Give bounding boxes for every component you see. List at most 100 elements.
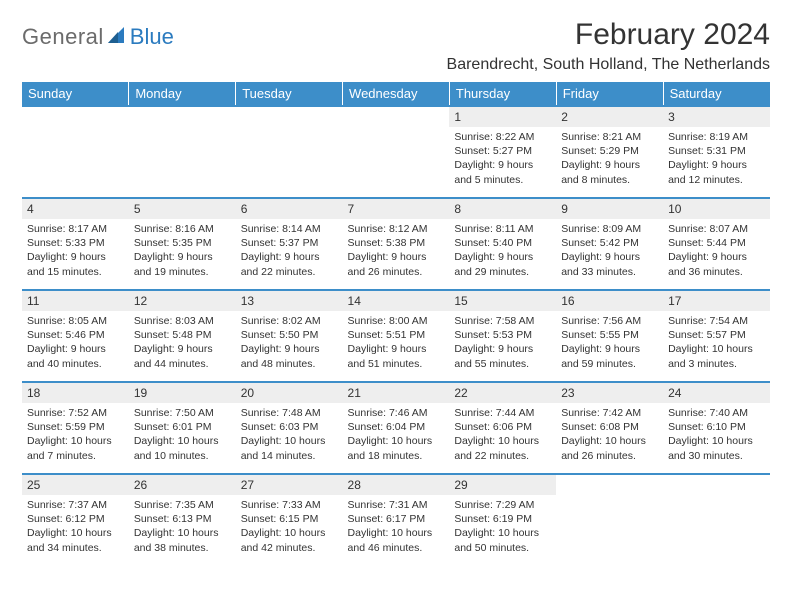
sunset-text: Sunset: 6:03 PM	[241, 420, 338, 434]
day-number: 18	[22, 383, 129, 403]
sunset-text: Sunset: 5:27 PM	[454, 144, 551, 158]
day-number: 12	[129, 291, 236, 311]
day-content: Sunrise: 7:54 AMSunset: 5:57 PMDaylight:…	[663, 311, 770, 376]
day-number: 13	[236, 291, 343, 311]
day-number: 28	[343, 475, 450, 495]
sunrise-text: Sunrise: 8:14 AM	[241, 222, 338, 236]
calendar-week-row: 1Sunrise: 8:22 AMSunset: 5:27 PMDaylight…	[22, 106, 770, 198]
day-number: 7	[343, 199, 450, 219]
day-number: 4	[22, 199, 129, 219]
day-content: Sunrise: 7:44 AMSunset: 6:06 PMDaylight:…	[449, 403, 556, 468]
calendar-day-cell: 21Sunrise: 7:46 AMSunset: 6:04 PMDayligh…	[343, 382, 450, 474]
calendar-day-cell: 20Sunrise: 7:48 AMSunset: 6:03 PMDayligh…	[236, 382, 343, 474]
sunset-text: Sunset: 5:55 PM	[561, 328, 658, 342]
daylight-text: Daylight: 10 hours and 14 minutes.	[241, 434, 338, 462]
day-content: Sunrise: 8:05 AMSunset: 5:46 PMDaylight:…	[22, 311, 129, 376]
sunrise-text: Sunrise: 7:31 AM	[348, 498, 445, 512]
daylight-text: Daylight: 9 hours and 8 minutes.	[561, 158, 658, 186]
sunset-text: Sunset: 6:10 PM	[668, 420, 765, 434]
calendar-day-cell: 16Sunrise: 7:56 AMSunset: 5:55 PMDayligh…	[556, 290, 663, 382]
calendar-day-cell: 24Sunrise: 7:40 AMSunset: 6:10 PMDayligh…	[663, 382, 770, 474]
day-content: Sunrise: 8:19 AMSunset: 5:31 PMDaylight:…	[663, 127, 770, 192]
calendar-day-cell: 13Sunrise: 8:02 AMSunset: 5:50 PMDayligh…	[236, 290, 343, 382]
calendar-empty-cell	[343, 106, 450, 198]
sunrise-text: Sunrise: 8:00 AM	[348, 314, 445, 328]
calendar-day-cell: 17Sunrise: 7:54 AMSunset: 5:57 PMDayligh…	[663, 290, 770, 382]
daylight-text: Daylight: 10 hours and 26 minutes.	[561, 434, 658, 462]
calendar-day-cell: 4Sunrise: 8:17 AMSunset: 5:33 PMDaylight…	[22, 198, 129, 290]
sunrise-text: Sunrise: 8:05 AM	[27, 314, 124, 328]
logo-word2: Blue	[130, 24, 174, 50]
day-content: Sunrise: 8:02 AMSunset: 5:50 PMDaylight:…	[236, 311, 343, 376]
day-number: 2	[556, 107, 663, 127]
calendar-body: 1Sunrise: 8:22 AMSunset: 5:27 PMDaylight…	[22, 106, 770, 566]
sunrise-text: Sunrise: 7:42 AM	[561, 406, 658, 420]
daylight-text: Daylight: 9 hours and 33 minutes.	[561, 250, 658, 278]
calendar-day-cell: 6Sunrise: 8:14 AMSunset: 5:37 PMDaylight…	[236, 198, 343, 290]
sunrise-text: Sunrise: 7:54 AM	[668, 314, 765, 328]
day-content: Sunrise: 8:16 AMSunset: 5:35 PMDaylight:…	[129, 219, 236, 284]
calendar-empty-cell	[556, 474, 663, 566]
calendar-empty-cell	[663, 474, 770, 566]
sunset-text: Sunset: 5:50 PM	[241, 328, 338, 342]
sunrise-text: Sunrise: 7:37 AM	[27, 498, 124, 512]
daylight-text: Daylight: 9 hours and 12 minutes.	[668, 158, 765, 186]
day-number: 15	[449, 291, 556, 311]
daylight-text: Daylight: 10 hours and 30 minutes.	[668, 434, 765, 462]
sunrise-text: Sunrise: 8:19 AM	[668, 130, 765, 144]
day-number: 14	[343, 291, 450, 311]
sunset-text: Sunset: 6:19 PM	[454, 512, 551, 526]
sunrise-text: Sunrise: 8:22 AM	[454, 130, 551, 144]
day-of-week-header: Thursday	[449, 82, 556, 106]
calendar-day-cell: 25Sunrise: 7:37 AMSunset: 6:12 PMDayligh…	[22, 474, 129, 566]
calendar-day-cell: 29Sunrise: 7:29 AMSunset: 6:19 PMDayligh…	[449, 474, 556, 566]
sunrise-text: Sunrise: 8:21 AM	[561, 130, 658, 144]
calendar-week-row: 11Sunrise: 8:05 AMSunset: 5:46 PMDayligh…	[22, 290, 770, 382]
sunrise-text: Sunrise: 7:56 AM	[561, 314, 658, 328]
day-number: 25	[22, 475, 129, 495]
sunset-text: Sunset: 5:35 PM	[134, 236, 231, 250]
daylight-text: Daylight: 10 hours and 10 minutes.	[134, 434, 231, 462]
sunrise-text: Sunrise: 7:58 AM	[454, 314, 551, 328]
sunset-text: Sunset: 6:13 PM	[134, 512, 231, 526]
day-number: 6	[236, 199, 343, 219]
day-of-week-row: SundayMondayTuesdayWednesdayThursdayFrid…	[22, 82, 770, 106]
sunrise-text: Sunrise: 8:07 AM	[668, 222, 765, 236]
sunrise-text: Sunrise: 7:46 AM	[348, 406, 445, 420]
day-number: 24	[663, 383, 770, 403]
calendar-day-cell: 3Sunrise: 8:19 AMSunset: 5:31 PMDaylight…	[663, 106, 770, 198]
day-content: Sunrise: 7:40 AMSunset: 6:10 PMDaylight:…	[663, 403, 770, 468]
sunrise-text: Sunrise: 7:50 AM	[134, 406, 231, 420]
day-number: 9	[556, 199, 663, 219]
sunset-text: Sunset: 5:48 PM	[134, 328, 231, 342]
daylight-text: Daylight: 9 hours and 5 minutes.	[454, 158, 551, 186]
calendar-day-cell: 19Sunrise: 7:50 AMSunset: 6:01 PMDayligh…	[129, 382, 236, 474]
day-number: 29	[449, 475, 556, 495]
daylight-text: Daylight: 10 hours and 7 minutes.	[27, 434, 124, 462]
sunset-text: Sunset: 5:53 PM	[454, 328, 551, 342]
day-content: Sunrise: 7:46 AMSunset: 6:04 PMDaylight:…	[343, 403, 450, 468]
day-content: Sunrise: 7:35 AMSunset: 6:13 PMDaylight:…	[129, 495, 236, 560]
sunrise-text: Sunrise: 7:44 AM	[454, 406, 551, 420]
sunrise-text: Sunrise: 7:35 AM	[134, 498, 231, 512]
day-number: 11	[22, 291, 129, 311]
sunrise-text: Sunrise: 7:52 AM	[27, 406, 124, 420]
sunset-text: Sunset: 5:40 PM	[454, 236, 551, 250]
sail-icon	[106, 25, 128, 50]
day-number: 22	[449, 383, 556, 403]
logo-word1: General	[22, 24, 104, 50]
day-number: 26	[129, 475, 236, 495]
daylight-text: Daylight: 10 hours and 38 minutes.	[134, 526, 231, 554]
daylight-text: Daylight: 9 hours and 40 minutes.	[27, 342, 124, 370]
day-number: 21	[343, 383, 450, 403]
day-content: Sunrise: 7:33 AMSunset: 6:15 PMDaylight:…	[236, 495, 343, 560]
day-content: Sunrise: 8:11 AMSunset: 5:40 PMDaylight:…	[449, 219, 556, 284]
calendar-day-cell: 23Sunrise: 7:42 AMSunset: 6:08 PMDayligh…	[556, 382, 663, 474]
sunset-text: Sunset: 6:12 PM	[27, 512, 124, 526]
sunset-text: Sunset: 6:06 PM	[454, 420, 551, 434]
day-content: Sunrise: 8:14 AMSunset: 5:37 PMDaylight:…	[236, 219, 343, 284]
calendar-week-row: 4Sunrise: 8:17 AMSunset: 5:33 PMDaylight…	[22, 198, 770, 290]
daylight-text: Daylight: 10 hours and 50 minutes.	[454, 526, 551, 554]
sunset-text: Sunset: 5:31 PM	[668, 144, 765, 158]
sunset-text: Sunset: 5:57 PM	[668, 328, 765, 342]
